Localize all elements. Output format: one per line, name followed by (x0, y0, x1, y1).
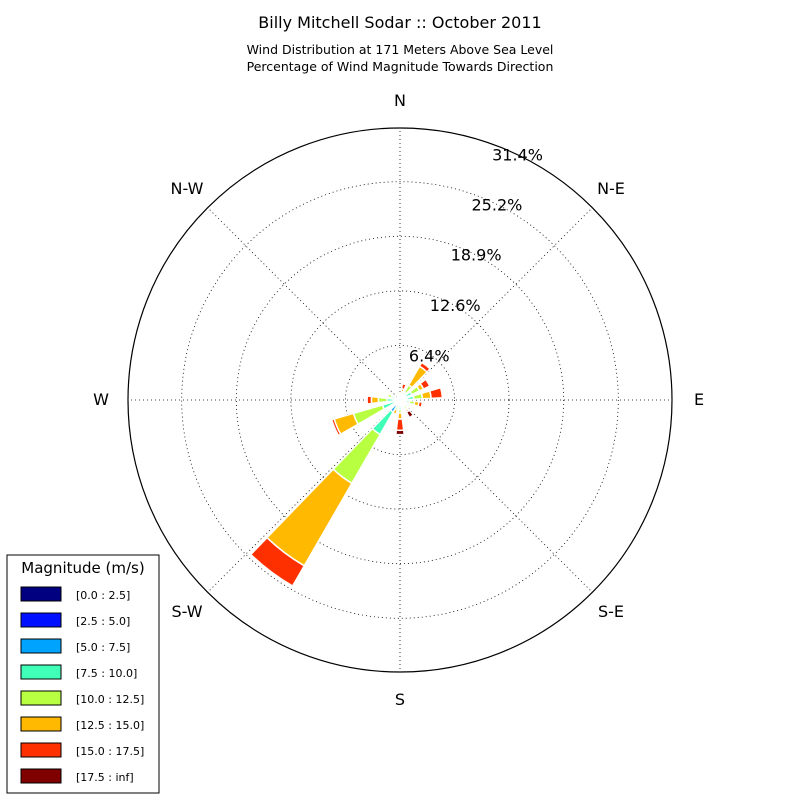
sector-bar-270deg-bin-7 (366, 395, 373, 405)
polar-outer-ring (127, 127, 673, 673)
sector-bar-180deg-bin-7 (395, 418, 405, 432)
direction-label-e: E (694, 390, 704, 409)
direction-label-s-e: S-E (598, 602, 624, 621)
legend-label-2: [2.5 : 5.0] (76, 615, 130, 628)
sector-bar-145deg-bin-8 (405, 409, 415, 419)
direction-label-w: W (93, 390, 109, 409)
radial-tick-label-5: 31.4% (492, 146, 543, 165)
sector-345deg (395, 390, 401, 401)
legend-label-5: [10.0 : 12.5] (76, 693, 144, 706)
legend: Magnitude (m/s) [0.0 : 2.5] [2.5 : 5.0] [5… (6, 554, 160, 794)
sector-bar-270deg-bin-6 (370, 395, 380, 405)
grid-ring-3 (235, 235, 565, 565)
legend-swatch-2 (20, 612, 62, 628)
sector-102deg (399, 399, 424, 409)
radial-tick-label-1: 6.4% (409, 347, 450, 366)
grid-spoke-n-w (207, 207, 401, 401)
legend-label-3: [5.0 : 7.5] (76, 641, 130, 654)
legend-label-7: [15.0 : 17.5] (76, 745, 144, 758)
direction-label-s: S (395, 690, 405, 709)
polar-labels: N N-E E S-E S S-W W N-W 6.4% 12.6% 18.9% 25.2% 31.4% (93, 91, 704, 709)
sector-270deg (366, 395, 401, 405)
sector-bar-247deg-bin-7 (330, 417, 342, 437)
wind-sectors (249, 361, 444, 588)
legend-swatch-4 (20, 664, 62, 680)
grid-spoke-s-e (399, 399, 593, 593)
sector-bar-292deg-bin-5 (386, 392, 394, 399)
legend-swatch-8 (20, 768, 62, 784)
legend-label-6: [12.5 : 15.0] (76, 719, 144, 732)
legend-label-1: [0.0 : 2.5] (76, 589, 130, 602)
legend-swatch-3 (20, 638, 62, 654)
chart-subtitle-line-1: Wind Distribution at 171 Meters Above Se… (247, 42, 554, 57)
polar-grid (128, 128, 672, 672)
sector-bar-58deg-bin-7 (419, 378, 431, 390)
radial-tick-label-4: 25.2% (472, 195, 523, 214)
legend-items: [0.0 : 2.5] [2.5 : 5.0] [5.0 : 7.5] [7.5 : … (20, 586, 144, 784)
chart-title: Billy Mitchell Sodar :: October 2011 (258, 13, 541, 32)
sector-bar-217deg-bin-7 (249, 536, 306, 588)
sector-bar-345deg-bin-5 (395, 390, 401, 396)
legend-swatch-6 (20, 716, 62, 732)
grid-ring-1 (344, 344, 455, 455)
sector-bar-102deg-bin-7 (417, 400, 424, 409)
legend-swatch-7 (20, 742, 62, 758)
sector-bar-180deg-bin-6 (396, 412, 404, 420)
sector-bar-80deg-bin-7 (428, 386, 444, 400)
grid-ring-2 (290, 290, 510, 510)
legend-label-8: [17.5 : inf] (76, 771, 134, 784)
chart-subtitle-line-2: Percentage of Wind Magnitude Towards Dir… (247, 59, 554, 74)
legend-label-4: [7.5 : 10.0] (76, 667, 137, 680)
legend-title: Magnitude (m/s) (21, 559, 144, 577)
radial-tick-label-3: 18.9% (451, 246, 502, 265)
legend-swatch-5 (20, 690, 62, 706)
radial-tick-label-2: 12.6% (430, 296, 481, 315)
sector-bar-180deg-bin-8 (394, 429, 406, 436)
direction-label-n: N (394, 91, 406, 110)
direction-label-n-e: N-E (597, 179, 625, 198)
sector-217deg (249, 399, 401, 588)
sector-bar-37deg-bin-7 (418, 361, 432, 374)
legend-swatch-1 (20, 586, 62, 602)
grid-ring-4 (181, 181, 619, 619)
direction-label-n-w: N-W (171, 179, 204, 198)
sector-bar-15deg-bin-7 (400, 382, 408, 391)
sector-bar-270deg-bin-5 (377, 396, 388, 404)
direction-label-s-w: S-W (171, 602, 202, 621)
